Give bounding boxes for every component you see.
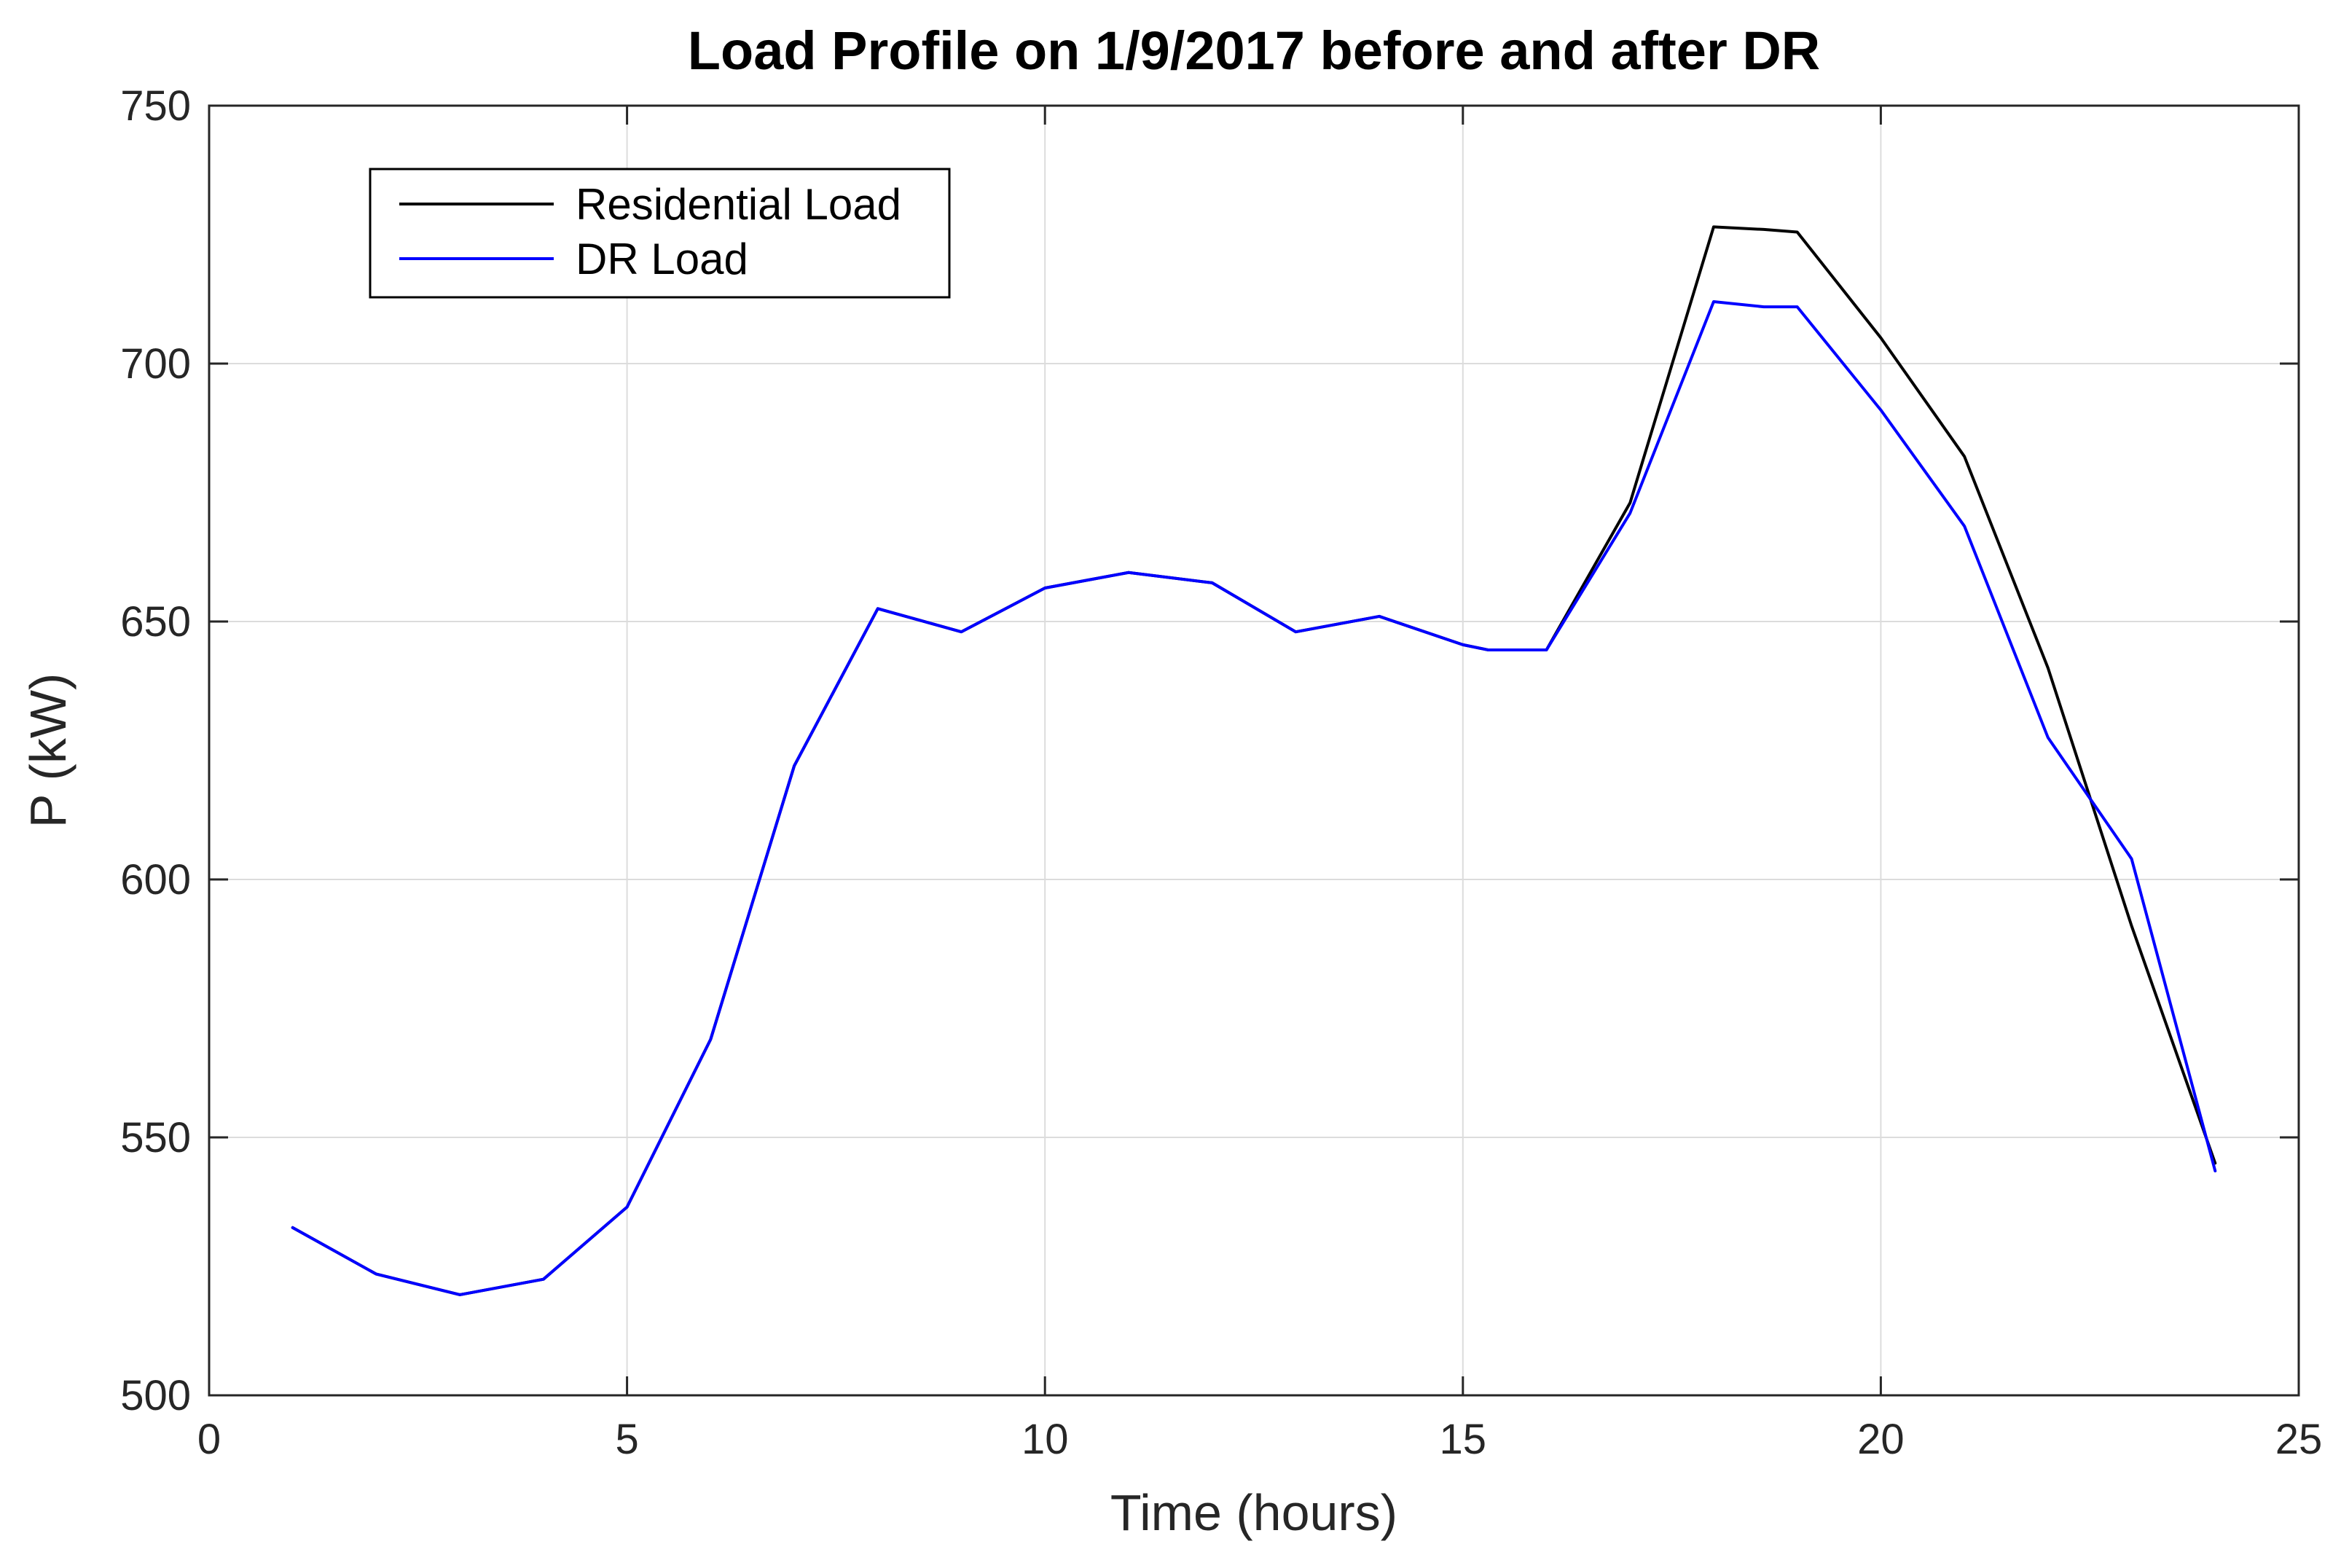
y-tick-label: 600 bbox=[120, 856, 191, 903]
y-axis-label: P (kW) bbox=[20, 673, 77, 828]
x-tick-label: 20 bbox=[1857, 1416, 1905, 1463]
y-tick-label: 750 bbox=[120, 82, 191, 130]
axis-ticks: 0 5 10 15 20 25 500 550 600 650 700 750 bbox=[120, 82, 2322, 1463]
series-line-dr-load bbox=[291, 300, 2217, 1296]
y-tick-label: 550 bbox=[120, 1114, 191, 1161]
x-axis-label: Time (hours) bbox=[1110, 1484, 1397, 1541]
x-tick-label: 10 bbox=[1022, 1416, 1069, 1463]
legend-box bbox=[369, 168, 951, 299]
y-tick-label: 700 bbox=[120, 340, 191, 388]
x-tick-label: 5 bbox=[615, 1416, 638, 1463]
x-tick-label: 0 bbox=[197, 1416, 221, 1463]
x-tick-label: 15 bbox=[1440, 1416, 1487, 1463]
legend: Residential Load DR Load bbox=[369, 168, 951, 299]
chart-title: Load Profile on 1/9/2017 before and afte… bbox=[688, 20, 1820, 81]
legend-label-dr-load: DR Load bbox=[576, 235, 748, 283]
x-tick-label: 25 bbox=[2275, 1416, 2323, 1463]
grid bbox=[209, 106, 2299, 1395]
y-tick-label: 500 bbox=[120, 1372, 191, 1419]
plot-frame bbox=[208, 104, 2300, 1397]
legend-label-residential-load: Residential Load bbox=[576, 180, 901, 229]
series-lines bbox=[291, 225, 2217, 1296]
y-tick-label: 650 bbox=[120, 598, 191, 646]
